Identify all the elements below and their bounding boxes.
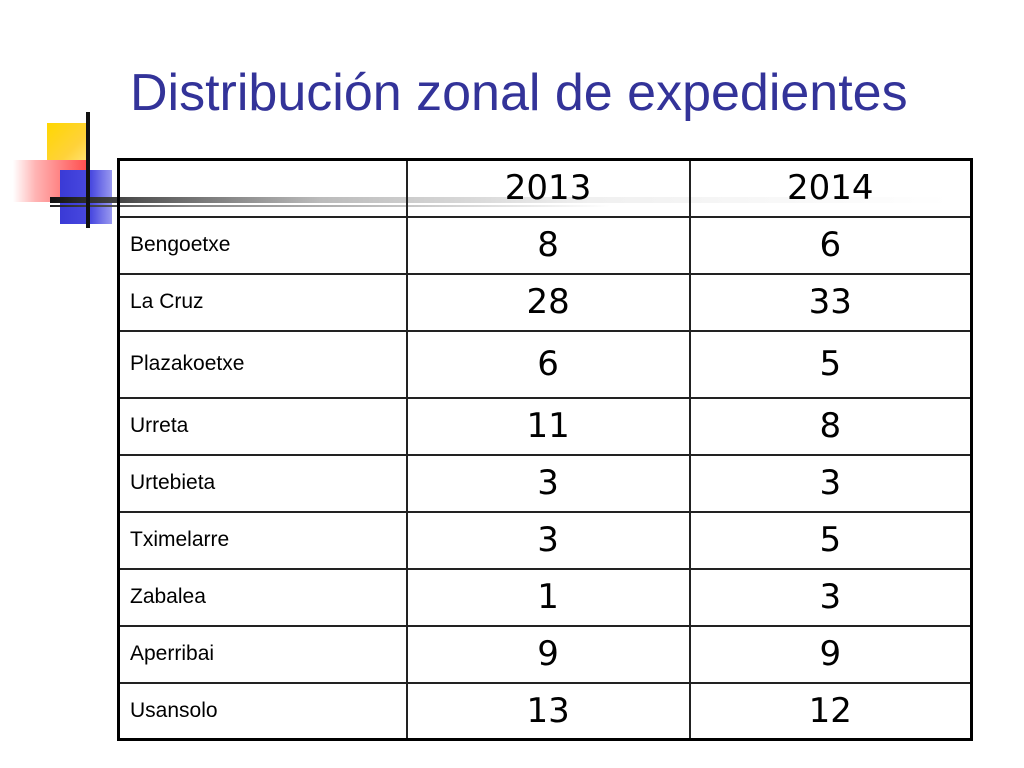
vertical-rule-decoration (86, 112, 90, 228)
zone-cell: Plazakoetxe (117, 329, 408, 399)
expedientes-table: 2013 2014 Bengoetxe 8 6 La Cruz 28 33 Pl… (117, 158, 973, 741)
header-cell-zone (117, 158, 408, 218)
zone-cell: Bengoetxe (117, 215, 408, 275)
zone-cell: Usansolo (117, 681, 408, 741)
zone-cell: La Cruz (117, 272, 408, 332)
value-2014-cell: 8 (688, 396, 973, 456)
value-2013-cell: 9 (405, 624, 691, 684)
table-row: Tximelarre 3 5 (117, 510, 973, 570)
value-2013-cell: 28 (405, 272, 691, 332)
header-cell-2013: 2013 (405, 158, 691, 218)
red-square-decoration (13, 160, 89, 202)
table-row: Urreta 11 8 (117, 396, 973, 456)
value-2013-cell: 3 (405, 510, 691, 570)
zone-cell: Urreta (117, 396, 408, 456)
table-row: Bengoetxe 8 6 (117, 215, 973, 275)
table-row: Urtebieta 3 3 (117, 453, 973, 513)
table-row: La Cruz 28 33 (117, 272, 973, 332)
blue-square-decoration (60, 170, 112, 224)
value-2013-cell: 6 (405, 329, 691, 399)
table-row: Zabalea 1 3 (117, 567, 973, 627)
value-2013-cell: 8 (405, 215, 691, 275)
table-row: Plazakoetxe 6 5 (117, 329, 973, 399)
value-2014-cell: 33 (688, 272, 973, 332)
table-row: Aperribai 9 9 (117, 624, 973, 684)
value-2013-cell: 13 (405, 681, 691, 741)
value-2014-cell: 6 (688, 215, 973, 275)
value-2014-cell: 5 (688, 329, 973, 399)
table-row: Usansolo 13 12 (117, 681, 973, 741)
value-2013-cell: 11 (405, 396, 691, 456)
value-2014-cell: 9 (688, 624, 973, 684)
zone-cell: Tximelarre (117, 510, 408, 570)
value-2014-cell: 12 (688, 681, 973, 741)
value-2013-cell: 3 (405, 453, 691, 513)
zone-cell: Zabalea (117, 567, 408, 627)
value-2013-cell: 1 (405, 567, 691, 627)
value-2014-cell: 5 (688, 510, 973, 570)
yellow-square-decoration (47, 123, 89, 167)
table-header-row: 2013 2014 (117, 158, 973, 218)
value-2014-cell: 3 (688, 453, 973, 513)
header-cell-2014: 2014 (688, 158, 973, 218)
zone-cell: Aperribai (117, 624, 408, 684)
slide-title: Distribución zonal de expedientes (130, 64, 908, 122)
value-2014-cell: 3 (688, 567, 973, 627)
zone-cell: Urtebieta (117, 453, 408, 513)
